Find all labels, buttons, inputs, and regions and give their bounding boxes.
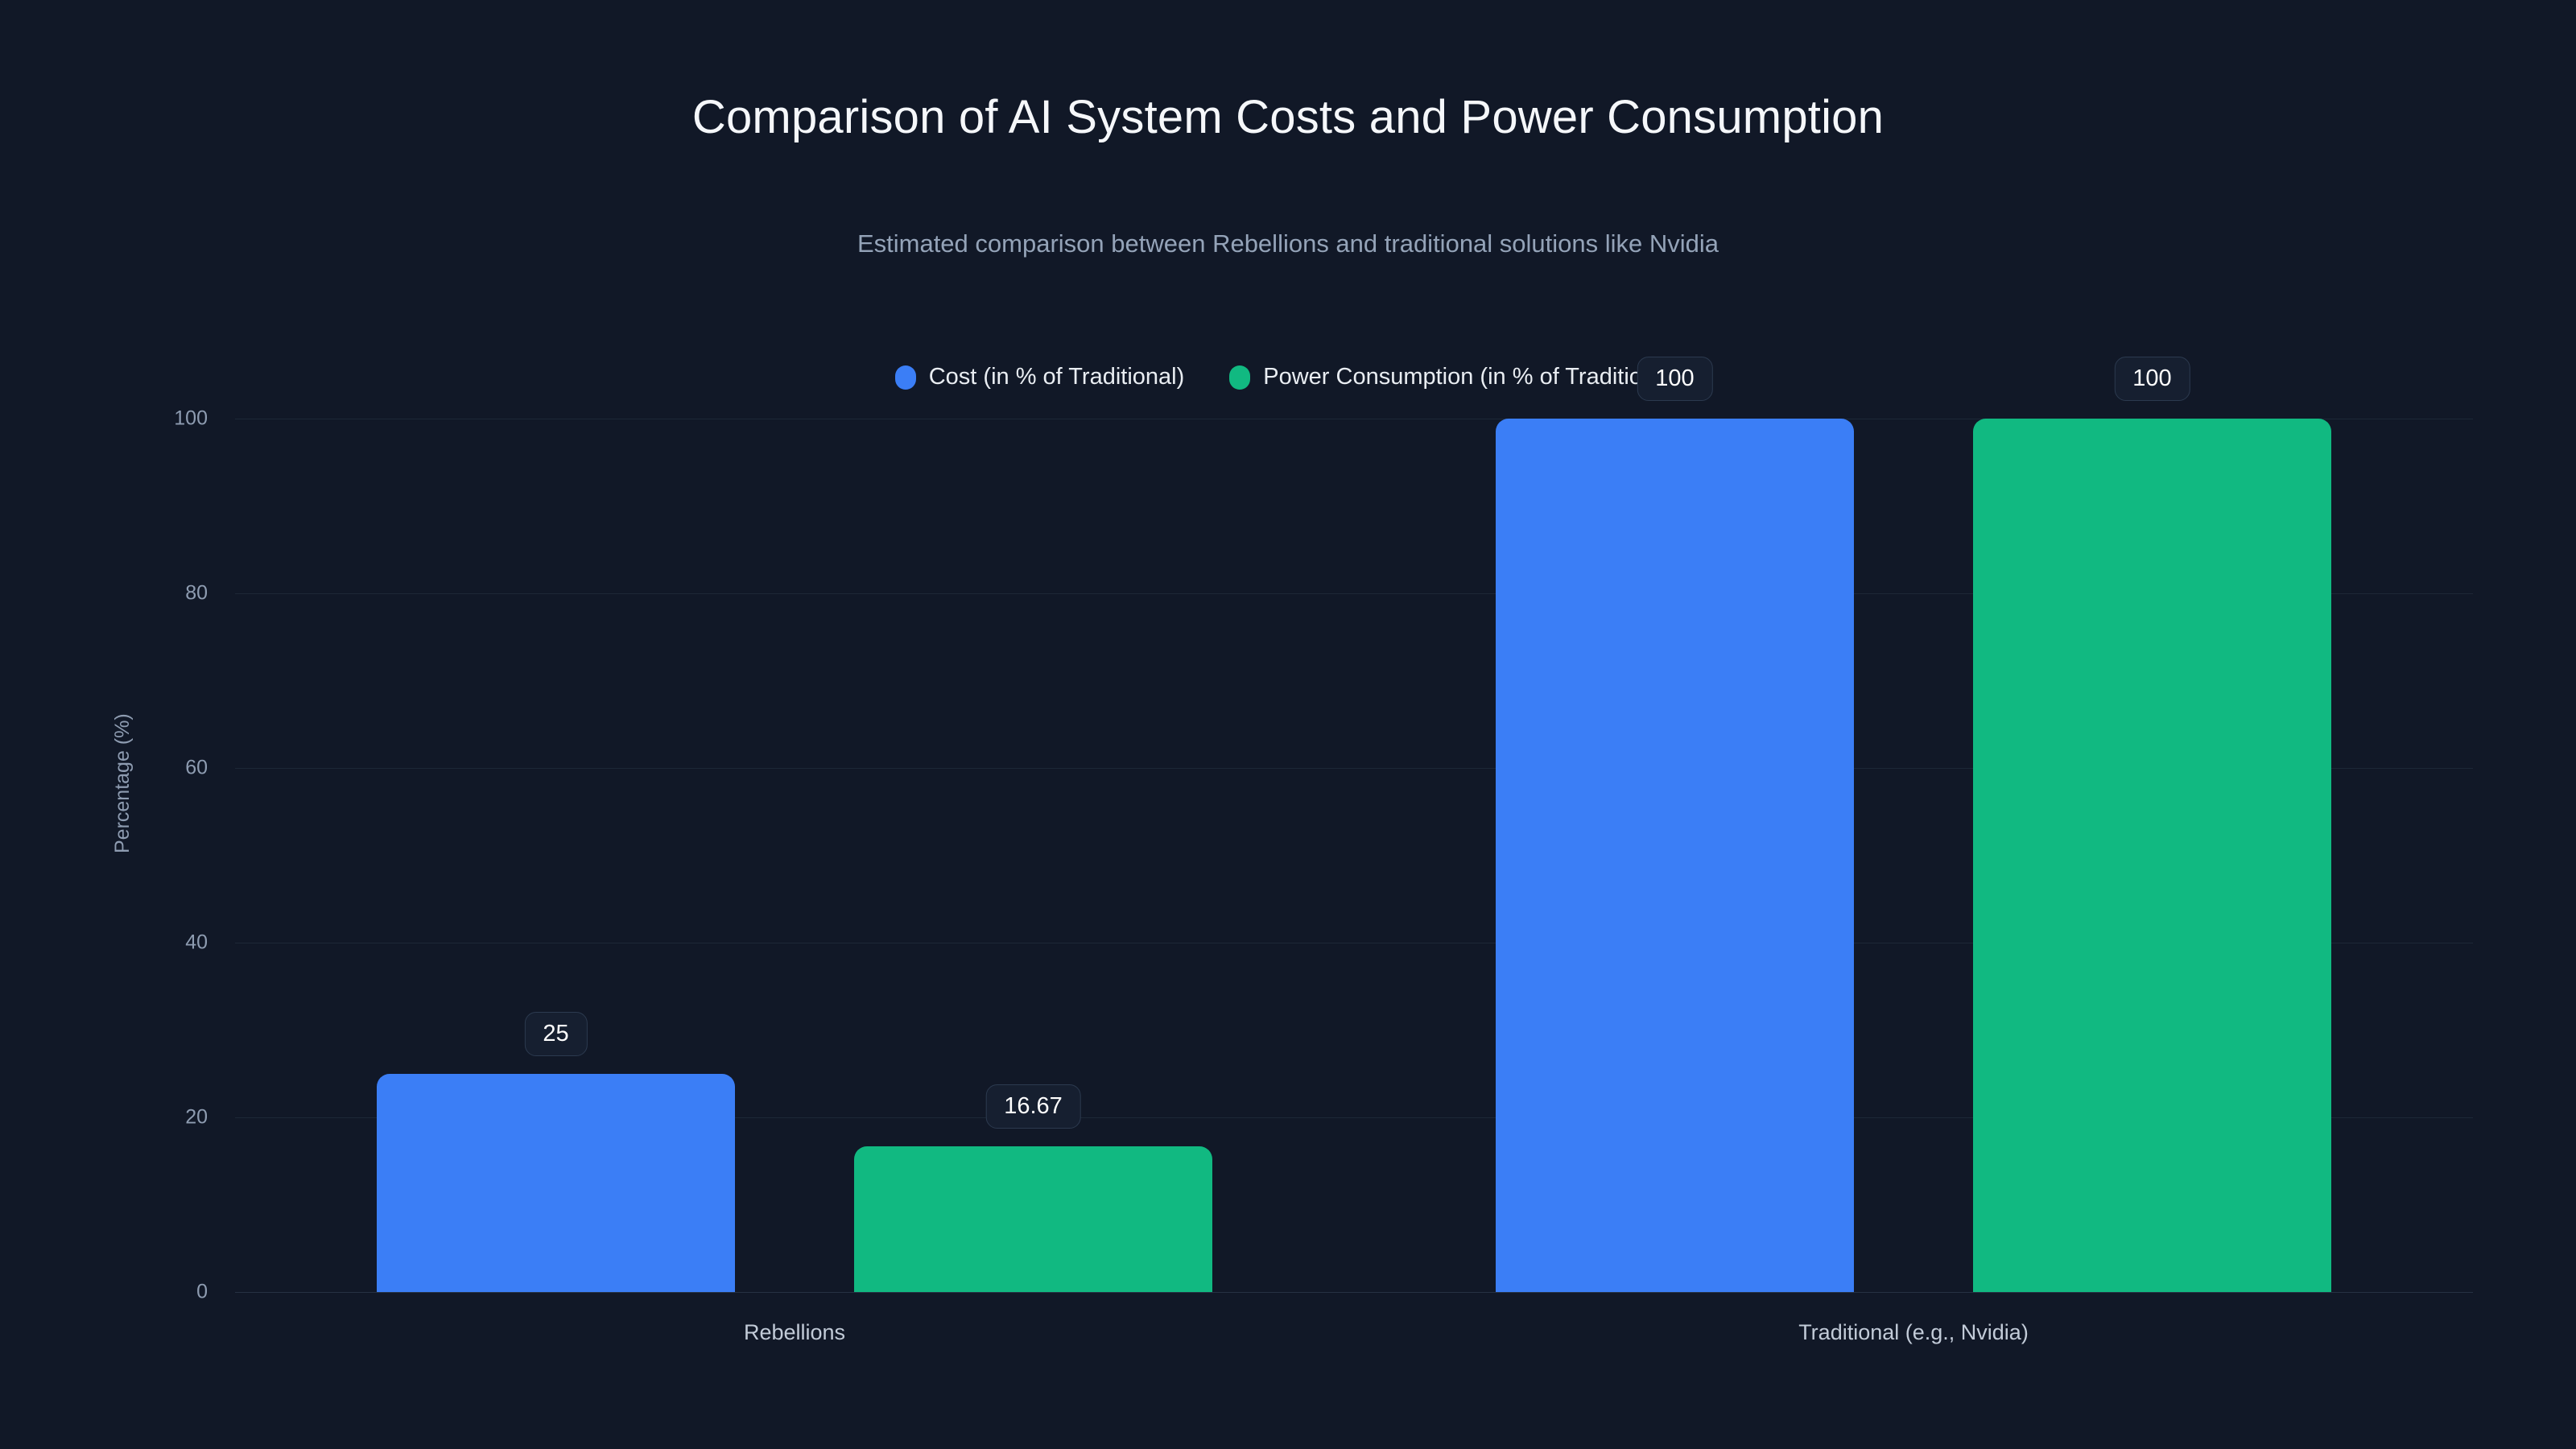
gridline xyxy=(235,593,2473,594)
chart-title: Comparison of AI System Costs and Power … xyxy=(691,91,1885,143)
bar-value-badge: 100 xyxy=(2114,357,2190,401)
legend-swatch-icon xyxy=(894,365,916,390)
y-axis-tick-label: 20 xyxy=(185,1105,208,1129)
bar[interactable] xyxy=(1973,419,2331,1292)
x-axis-labels: Rebellions Traditional (e.g., Nvidia) xyxy=(235,1320,2473,1352)
bar-value-badge: 25 xyxy=(524,1011,588,1056)
plot-area: 0 20 40 60 80 100 25 16.67 100 100 xyxy=(174,357,2473,1303)
legend-label: Cost (in % of Traditional) xyxy=(928,364,1185,390)
legend-label: Power Consumption (in % of Traditional) xyxy=(1263,364,1682,390)
x-axis-tick-label: Rebellions xyxy=(743,1320,846,1344)
y-axis-tick-label: 40 xyxy=(185,931,208,954)
gridline xyxy=(235,768,2473,769)
legend-item[interactable]: Power Consumption (in % of Traditional) xyxy=(1229,364,1681,390)
y-axis-tick-label: 60 xyxy=(185,756,208,779)
bar-value-badge: 100 xyxy=(1637,357,1713,401)
legend-swatch-icon xyxy=(1229,365,1251,390)
y-axis-tick-label: 0 xyxy=(196,1280,208,1303)
chart-legend: Cost (in % of Traditional) Power Consumpt… xyxy=(0,364,2576,390)
gridline xyxy=(235,1292,2473,1293)
legend-item[interactable]: Cost (in % of Traditional) xyxy=(894,364,1185,390)
bar-value-badge: 16.67 xyxy=(985,1084,1081,1129)
bar[interactable] xyxy=(1496,419,1854,1292)
x-axis-tick-label: Traditional (e.g., Nvidia) xyxy=(1798,1320,2029,1344)
y-axis-tick-label: 100 xyxy=(174,407,208,430)
y-axis-ticks: 0 20 40 60 80 100 xyxy=(174,407,2473,1303)
gridline xyxy=(235,1117,2473,1118)
y-axis-title: Percentage (%) xyxy=(111,713,134,853)
bar[interactable] xyxy=(377,1073,735,1292)
bar[interactable] xyxy=(854,1146,1212,1292)
chart-subtitle: Estimated comparison between Rebellions … xyxy=(857,229,1719,258)
y-axis-tick-label: 80 xyxy=(185,581,208,605)
bar-group-container: 25 16.67 100 100 xyxy=(235,357,2473,1292)
